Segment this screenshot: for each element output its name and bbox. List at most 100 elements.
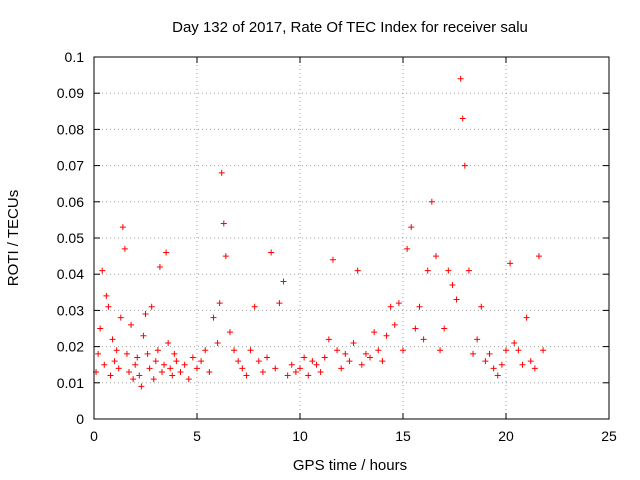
data-point — [432, 253, 439, 260]
data-point — [465, 267, 472, 274]
data-point — [272, 365, 279, 372]
data-point — [334, 347, 341, 354]
data-point — [115, 365, 122, 372]
data-point — [214, 339, 221, 346]
data-point — [354, 267, 361, 274]
grid-lines — [94, 57, 609, 419]
data-point — [268, 249, 275, 256]
data-point — [449, 282, 456, 289]
data-point — [210, 314, 217, 321]
axis-ticks — [93, 56, 610, 420]
data-point — [189, 354, 196, 361]
data-point — [167, 365, 174, 372]
data-point — [321, 354, 328, 361]
data-point — [498, 361, 505, 368]
data-point — [387, 303, 394, 310]
data-point — [173, 358, 180, 365]
data-point — [276, 300, 283, 307]
data-point — [95, 350, 102, 357]
data-point — [126, 368, 133, 375]
data-point — [428, 198, 435, 205]
data-point — [383, 332, 390, 339]
data-point — [255, 358, 262, 365]
data-point — [150, 376, 157, 383]
x-tick-label: 20 — [498, 428, 514, 444]
data-point — [540, 347, 547, 354]
data-point — [338, 365, 345, 372]
data-point — [121, 245, 128, 252]
data-point — [109, 336, 116, 343]
data-point — [459, 115, 466, 122]
data-point — [325, 336, 332, 343]
data-point — [515, 347, 522, 354]
data-point — [128, 321, 135, 328]
data-point — [239, 365, 246, 372]
data-point — [470, 350, 477, 357]
data-point — [101, 361, 108, 368]
data-point — [111, 358, 118, 365]
y-tick-label: 0.05 — [57, 230, 84, 246]
data-point — [206, 368, 213, 375]
x-axis-label: GPS time / hours — [293, 457, 407, 474]
data-point — [523, 314, 530, 321]
y-tick-label: 0.06 — [57, 194, 84, 210]
data-point — [329, 256, 336, 263]
data-point — [445, 267, 452, 274]
data-point — [490, 365, 497, 372]
data-point — [105, 303, 112, 310]
data-point — [297, 365, 303, 372]
data-point — [511, 339, 518, 346]
data-point — [301, 354, 308, 361]
data-point — [350, 339, 357, 346]
data-point — [408, 224, 415, 231]
data-point — [119, 224, 126, 231]
data-point — [412, 325, 419, 332]
data-point — [494, 372, 501, 379]
data-point — [136, 372, 143, 379]
y-tick-label: 0.08 — [57, 121, 84, 137]
data-point — [156, 263, 163, 270]
data-point — [144, 350, 151, 357]
x-tick-label: 25 — [601, 428, 617, 444]
y-tick-label: 0.07 — [57, 158, 84, 174]
data-point — [138, 383, 145, 390]
data-point — [142, 311, 149, 318]
data-point — [457, 75, 464, 82]
data-point — [503, 347, 509, 354]
data-point — [375, 347, 382, 354]
data-point — [185, 376, 192, 383]
data-point — [171, 350, 178, 357]
y-tick-label: 0.09 — [57, 85, 84, 101]
data-point — [420, 336, 427, 343]
data-point — [161, 361, 168, 368]
data-point — [259, 368, 266, 375]
data-point — [424, 267, 431, 274]
y-tick-label: 0.03 — [57, 302, 84, 318]
data-point — [158, 368, 165, 375]
y-tick-label: 0.02 — [57, 339, 84, 355]
data-point — [198, 358, 205, 365]
data-point — [292, 368, 299, 375]
data-point — [220, 220, 227, 227]
data-point — [235, 358, 242, 365]
data-point — [218, 169, 225, 176]
data-point — [342, 350, 349, 357]
data-point — [264, 354, 271, 361]
data-point — [367, 354, 374, 361]
data-point — [169, 372, 176, 379]
data-point — [177, 368, 184, 375]
data-point — [309, 358, 316, 365]
y-tick-label: 0 — [76, 411, 84, 427]
data-point — [146, 365, 153, 372]
data-point — [181, 361, 188, 368]
x-tick-label: 15 — [395, 428, 411, 444]
data-point — [117, 314, 124, 321]
data-point — [346, 358, 353, 365]
data-point — [371, 329, 378, 336]
x-tick-labels: 0 5 10 15 20 25 — [90, 428, 617, 444]
data-point — [478, 303, 485, 310]
plot-frame — [93, 56, 610, 420]
y-tick-label: 0.01 — [57, 375, 84, 391]
data-point — [251, 303, 258, 310]
